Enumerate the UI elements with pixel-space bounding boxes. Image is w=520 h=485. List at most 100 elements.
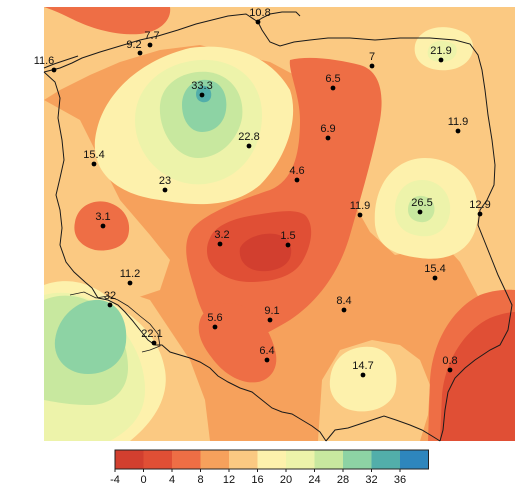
station-point — [341, 307, 347, 313]
station-point — [162, 187, 168, 193]
station-point — [91, 161, 97, 167]
legend-tick-label: 12 — [223, 474, 235, 485]
station-value-label: 11.2 — [120, 268, 141, 280]
station-value-label: 11.9 — [350, 200, 371, 212]
coast-northwest — [43, 55, 79, 69]
station-point — [285, 242, 291, 248]
station-value-label: 9.2 — [126, 39, 141, 51]
station-value-label: 7 — [369, 51, 375, 63]
station-point — [217, 241, 223, 247]
legend-tick-label: 36 — [394, 474, 406, 485]
station-point — [357, 212, 363, 218]
station-point — [212, 324, 218, 330]
station-point — [147, 42, 153, 48]
station-value-label: 6.5 — [325, 73, 340, 85]
band-4-8-south — [198, 303, 277, 383]
station-value-label: 4.6 — [289, 165, 304, 177]
station-point — [369, 63, 375, 69]
station-value-label: 0.8 — [442, 355, 457, 367]
station-value-label: 6.9 — [320, 123, 335, 135]
legend-swatch — [371, 450, 400, 469]
legend-tick-label: -4 — [110, 474, 120, 485]
legend-tick-label: 8 — [197, 474, 203, 485]
legend-tick-label: 0 — [140, 474, 146, 485]
station-value-label: 15.4 — [83, 149, 104, 161]
station-point — [455, 128, 461, 134]
station-value-label: 22.8 — [238, 131, 259, 143]
band-28-32-nw — [182, 79, 227, 132]
legend-swatch — [200, 450, 229, 469]
legend-tick-label: 28 — [337, 474, 349, 485]
station-point — [51, 67, 57, 73]
station-point — [264, 357, 270, 363]
band-28-32-sw — [54, 299, 127, 374]
station-value-label: 10.8 — [249, 7, 270, 19]
station-point — [360, 372, 366, 378]
legend-tick-label: 32 — [365, 474, 377, 485]
legend-swatch — [115, 450, 144, 469]
band-m4-0-central — [239, 233, 292, 272]
band-20-24-ne — [427, 40, 457, 62]
station-value-label: 3.1 — [95, 211, 110, 223]
contour-fill — [44, 7, 515, 441]
legend-frame — [114, 449, 429, 470]
station-value-label: 7.7 — [144, 30, 159, 42]
station-point — [432, 275, 438, 281]
station-point — [417, 209, 423, 215]
legend-tick-label: 16 — [251, 474, 263, 485]
legend-swatch — [172, 450, 201, 469]
station-point — [246, 143, 252, 149]
station-point — [255, 19, 261, 25]
color-legend: -4 0 4 8 12 16 20 24 28 32 36 — [110, 449, 429, 485]
legend-swatch — [257, 450, 286, 469]
south-border — [325, 415, 441, 442]
station-value-label: 11.9 — [448, 116, 469, 128]
station-value-label: 6.4 — [259, 345, 274, 357]
legend-swatch — [314, 450, 343, 469]
legend-tick-label: 24 — [308, 474, 320, 485]
coast-top — [255, 11, 301, 23]
station-value-label: 33.3 — [191, 80, 212, 92]
station-point — [438, 57, 444, 63]
station-value-label: 14.7 — [352, 360, 373, 372]
station-value-label: 15.4 — [424, 263, 445, 275]
station-value-label: 8.4 — [336, 295, 351, 307]
legend-swatch — [229, 450, 258, 469]
station-point — [107, 302, 113, 308]
station-point — [151, 340, 157, 346]
legend-swatch — [143, 450, 172, 469]
station-point — [330, 85, 336, 91]
station-point — [325, 135, 331, 141]
station-value-label: 9.1 — [264, 305, 279, 317]
station-value-label: 26.5 — [411, 197, 432, 209]
station-point — [447, 367, 453, 373]
station-point — [267, 317, 273, 323]
band-24-28-east — [408, 195, 435, 223]
czech-border — [69, 291, 161, 353]
legend-tick-label: 4 — [169, 474, 175, 485]
station-point — [137, 50, 143, 56]
station-value-label: 12.9 — [469, 199, 490, 211]
station-value-label: 23 — [159, 175, 171, 187]
station-point — [199, 92, 205, 98]
band-16-20-se — [329, 346, 397, 412]
legend-swatch — [400, 450, 429, 469]
west-border — [43, 71, 327, 442]
station-value-label: 11.6 — [34, 55, 55, 67]
station-value-label: 5.6 — [207, 312, 222, 324]
station-value-label: 3.2 — [214, 229, 229, 241]
band-0-4-southeast — [440, 312, 515, 441]
station-point — [127, 280, 133, 286]
country-border — [43, 13, 513, 442]
legend-swatch — [286, 450, 315, 469]
station-value-label: 1.5 — [280, 230, 295, 242]
station-point — [294, 177, 300, 183]
legend-tick-label: 20 — [280, 474, 292, 485]
station-value-label: 32 — [104, 290, 116, 302]
station-point — [100, 223, 106, 229]
legend-swatch — [343, 450, 372, 469]
station-value-label: 21.9 — [430, 45, 451, 57]
station-layer: 10.8 7.79.2 11.6 7 21.9 33.3 6.5 22.8 6.9 11.9 15.… — [34, 7, 491, 378]
station-point — [477, 211, 483, 217]
